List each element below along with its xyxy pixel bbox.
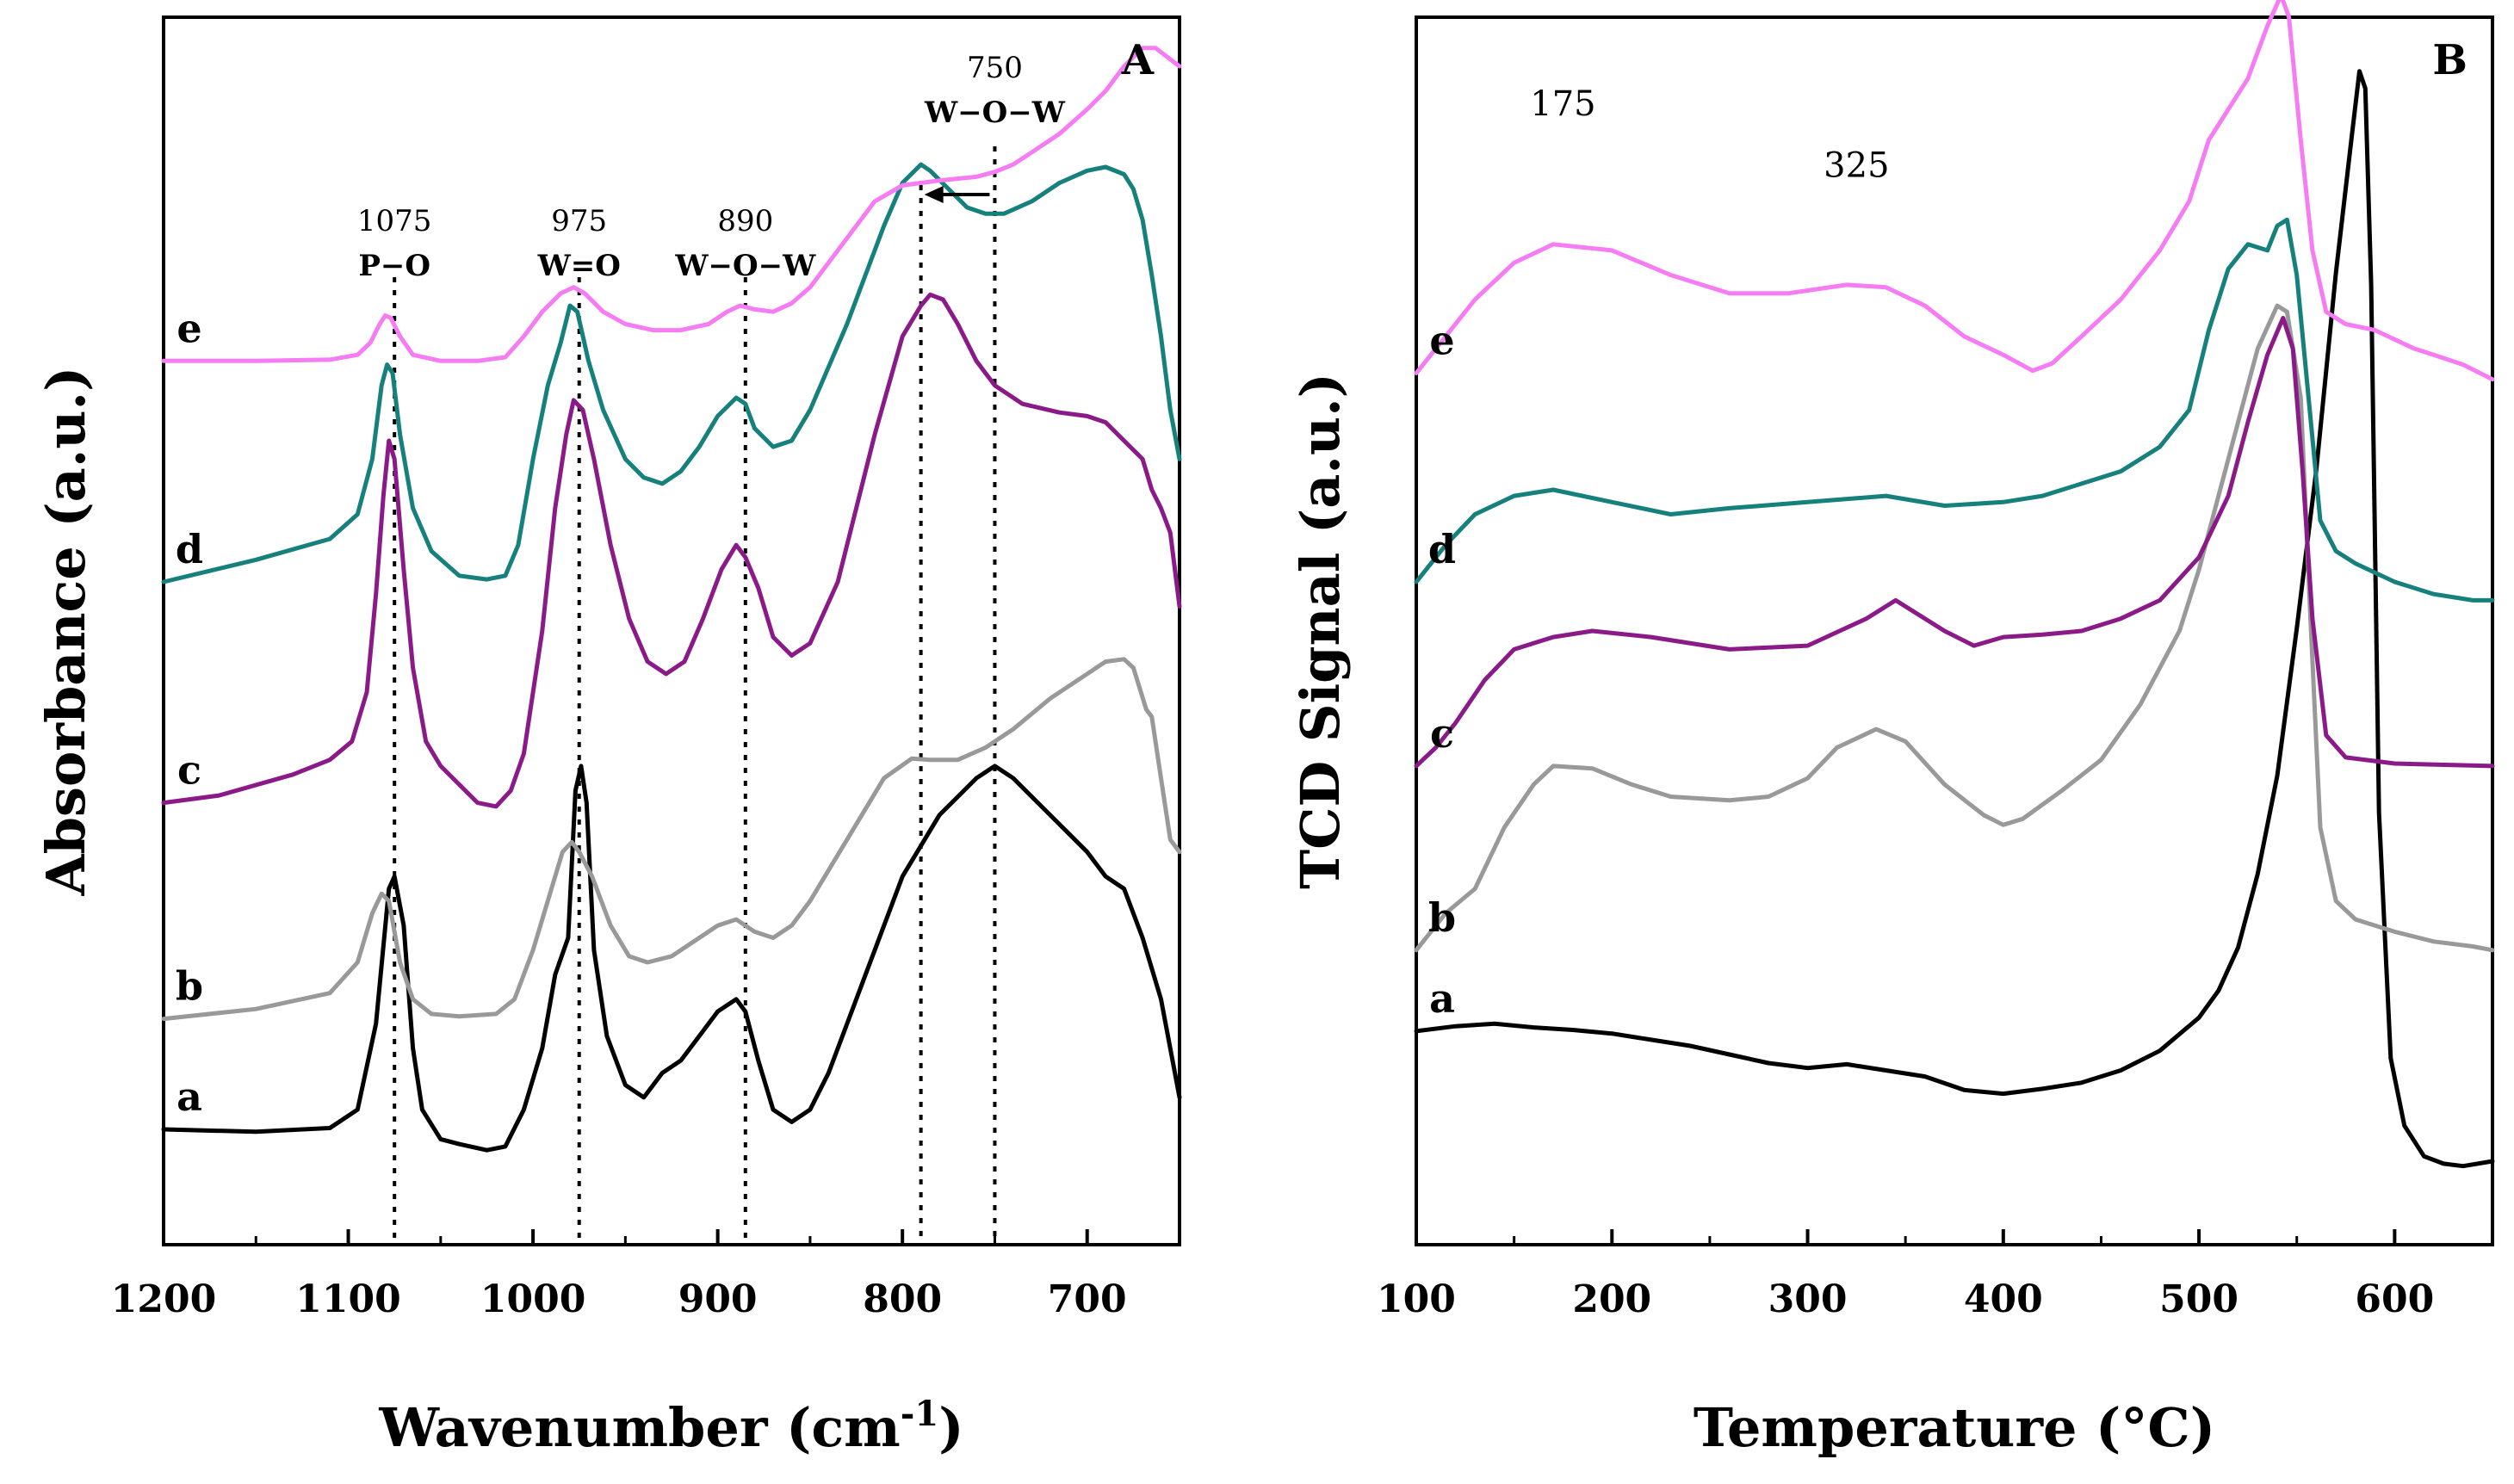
panel-b-x-ticks bbox=[1415, 1229, 2397, 1245]
annotation-bond-1075: P−O bbox=[358, 249, 430, 283]
b-series-label-a: a bbox=[1429, 975, 1455, 1022]
panel-a-curves bbox=[161, 46, 1182, 1153]
a-series-label-e: e bbox=[176, 305, 201, 351]
panel-a-series-labels: a b c d e bbox=[176, 305, 203, 1120]
panel-b-frame bbox=[1415, 15, 2494, 1246]
a-series-e-line bbox=[161, 46, 1182, 363]
panel-b-letter: B bbox=[2432, 36, 2468, 84]
panel-a-letter: A bbox=[1121, 36, 1155, 84]
panel-a-x-ticks bbox=[162, 1229, 1089, 1245]
a-x-tick-label: 800 bbox=[863, 1277, 942, 1321]
b-x-tick-label: 500 bbox=[2159, 1277, 2238, 1321]
a-series-label-a: a bbox=[176, 1073, 202, 1120]
b-series-label-d: d bbox=[1428, 526, 1456, 572]
annotation-number-1075: 1075 bbox=[357, 204, 432, 238]
panel-a-frame bbox=[162, 15, 1181, 1246]
b-x-tick-label: 100 bbox=[1377, 1277, 1456, 1321]
b-series-b-line bbox=[1414, 303, 2495, 953]
panel-a-x-axis-label: Wavenumber (cm-1) bbox=[378, 1394, 963, 1459]
b-x-tick-label: 200 bbox=[1572, 1277, 1651, 1321]
shift-arrow bbox=[924, 186, 990, 203]
panel-b-y-axis-label: TCD Signal (a.u.) bbox=[1289, 373, 1352, 889]
panel-a-reference-lines bbox=[393, 146, 997, 1245]
b-series-label-c: c bbox=[1430, 710, 1454, 757]
panel-a-y-axis-label: Absorbance (a.u.) bbox=[34, 367, 97, 897]
b-x-tick-label: 600 bbox=[2355, 1277, 2434, 1321]
a-series-b-line bbox=[161, 657, 1182, 1022]
a-series-a-line bbox=[161, 764, 1182, 1153]
panel-b-curves bbox=[1414, 0, 2495, 1169]
b-series-e-line bbox=[1414, 0, 2495, 382]
shift-arrow-head bbox=[924, 186, 944, 203]
a-x-tick-label: 700 bbox=[1048, 1277, 1127, 1321]
b-series-label-b: b bbox=[1428, 894, 1456, 941]
panel-b-series-labels: ab c d e bbox=[1428, 318, 1456, 1022]
panel-a-x-tick-labels: 1200 1100 1000 900 800 700 bbox=[111, 1277, 1127, 1321]
a-series-d-line bbox=[161, 162, 1182, 584]
a-series-label-d: d bbox=[176, 526, 203, 572]
a-x-tick-label: 1000 bbox=[480, 1277, 585, 1321]
peak-label-325: 325 bbox=[1824, 145, 1889, 185]
b-series-d-line bbox=[1414, 217, 2495, 603]
b-series-c-line bbox=[1414, 315, 2495, 769]
a-series-c-line bbox=[161, 292, 1182, 809]
b-x-tick-label: 400 bbox=[1964, 1277, 2043, 1321]
a-x-tick-label: 1200 bbox=[111, 1277, 216, 1321]
a-series-label-b: b bbox=[176, 963, 203, 1010]
panel-a: 1200 1100 1000 900 800 700 a b c d e 1075 P−O 975 W=… bbox=[34, 15, 1182, 1459]
annotation-number-890: 890 bbox=[717, 204, 773, 238]
b-series-a-line bbox=[1414, 69, 2495, 1169]
annotation-number-750: 750 bbox=[967, 51, 1023, 85]
panel-b-x-axis-label: Temperature (°C) bbox=[1694, 1396, 2215, 1459]
b-x-tick-label: 300 bbox=[1768, 1277, 1848, 1321]
annotation-number-975: 975 bbox=[551, 204, 607, 238]
panel-b-peak-labels: 175325545585 bbox=[1530, 84, 1889, 185]
annotation-bond-975: W=O bbox=[537, 249, 621, 283]
annotation-bond-750: W−O−W bbox=[924, 96, 1066, 130]
annotation-bond-890: W−O−W bbox=[674, 249, 816, 283]
a-series-label-c: c bbox=[177, 747, 201, 794]
peak-label-175: 175 bbox=[1530, 84, 1595, 124]
panel-a-annotations: 1075 P−O 975 W=O 890 W−O−W 750 W−O−W bbox=[357, 51, 1066, 283]
a-x-tick-label: 900 bbox=[678, 1277, 758, 1321]
b-series-label-e: e bbox=[1429, 318, 1454, 364]
a-x-tick-label: 1100 bbox=[295, 1277, 400, 1321]
panel-b-x-tick-labels: 100 200 300 400 500 600 bbox=[1377, 1277, 2434, 1321]
